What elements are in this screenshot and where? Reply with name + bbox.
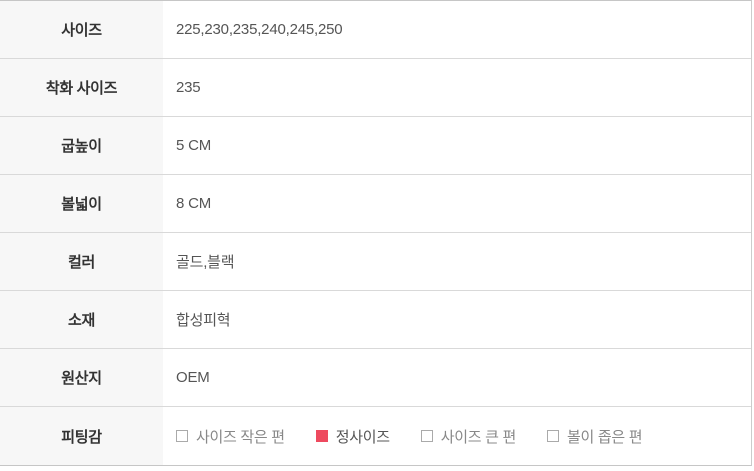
fitting-option-label: 볼이 좁은 편	[567, 428, 643, 446]
spec-value-fitting: 사이즈 작은 편 정사이즈 사이즈 큰 편 볼이 좁은 편	[163, 407, 751, 465]
checkbox-icon	[420, 430, 433, 442]
spec-label-size: 사이즈	[0, 1, 163, 58]
checkbox-icon	[176, 430, 188, 442]
spec-label-heel-height: 굽높이	[0, 117, 163, 174]
spec-label-origin: 원산지	[0, 349, 163, 406]
table-row: 원산지 OEM	[0, 349, 751, 407]
table-row: 사이즈 225,230,235,240,245,250	[0, 1, 751, 59]
checkbox-icon	[547, 430, 560, 442]
fitting-option-label: 정사이즈	[335, 428, 390, 446]
table-row-fitting: 피팅감 사이즈 작은 편 정사이즈 사이즈 큰 편	[0, 407, 751, 465]
table-row: 컬러 골드,블랙	[0, 233, 751, 291]
fitting-option-true-to-size: 정사이즈	[315, 426, 390, 447]
checkbox-checked-icon	[315, 430, 328, 442]
spec-label-wearing-size: 착화 사이즈	[0, 59, 163, 116]
spec-label-material: 소재	[0, 291, 163, 348]
spec-value-origin: OEM	[163, 349, 751, 406]
spec-value-color: 골드,블랙	[163, 233, 751, 290]
spec-value-wearing-size: 235	[163, 59, 751, 116]
fitting-option-label: 사이즈 큰 편	[440, 428, 517, 446]
spec-label-fitting: 피팅감	[0, 407, 163, 465]
spec-label-ball-width: 볼넓이	[0, 175, 163, 232]
fitting-option-narrow-width: 볼이 좁은 편	[547, 426, 643, 447]
spec-value-size: 225,230,235,240,245,250	[163, 1, 751, 58]
table-row: 소재 합성피혁	[0, 291, 751, 349]
spec-value-material: 합성피혁	[163, 291, 751, 348]
spec-value-heel-height: 5 CM	[163, 117, 751, 174]
spec-value-ball-width: 8 CM	[163, 175, 751, 232]
table-row: 볼넓이 8 CM	[0, 175, 751, 233]
fitting-option-label: 사이즈 작은 편	[196, 428, 285, 446]
fitting-option-runs-large: 사이즈 큰 편	[420, 426, 517, 447]
table-row: 굽높이 5 CM	[0, 117, 751, 175]
spec-label-color: 컬러	[0, 233, 163, 290]
table-row: 착화 사이즈 235	[0, 59, 751, 117]
fitting-options: 사이즈 작은 편 정사이즈 사이즈 큰 편 볼이 좁은 편	[176, 426, 643, 447]
fitting-option-runs-small: 사이즈 작은 편	[176, 426, 285, 447]
